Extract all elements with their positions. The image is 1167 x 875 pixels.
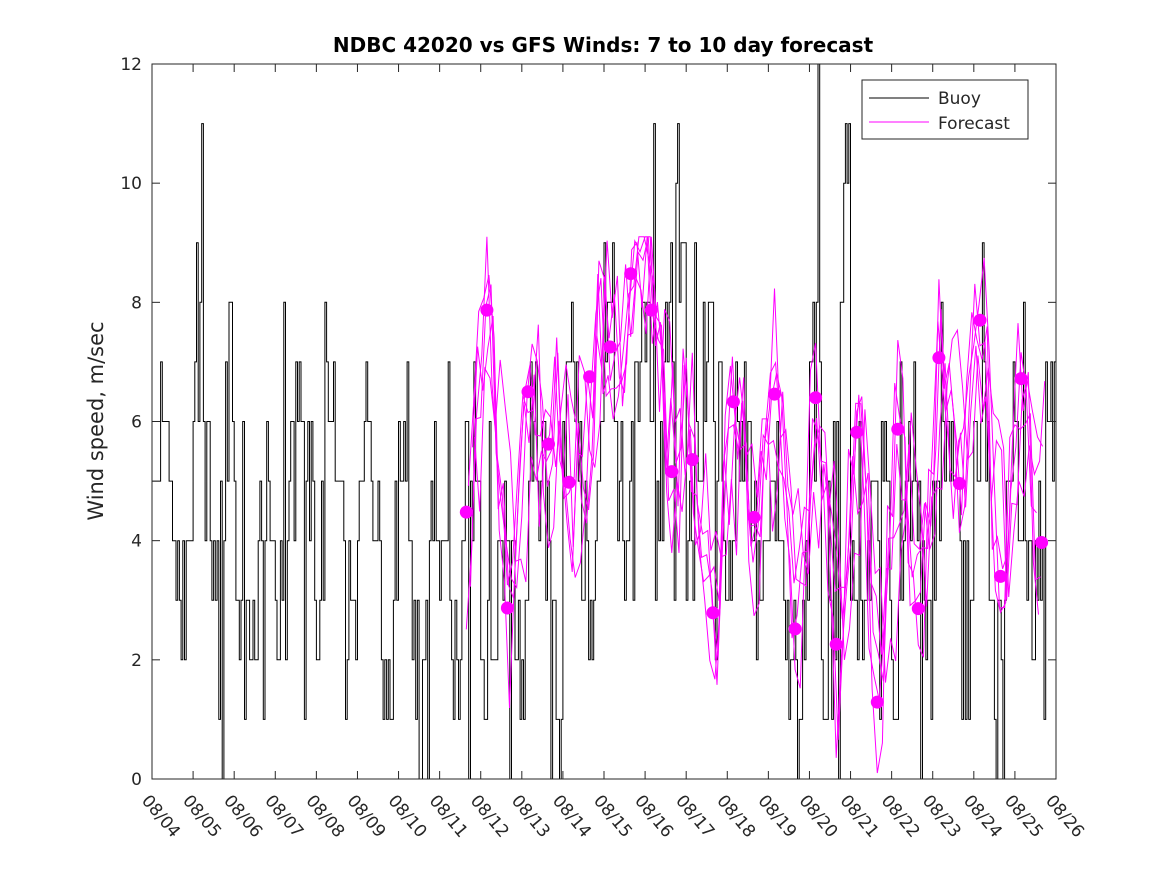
forecast-point <box>685 453 699 467</box>
forecast-point <box>644 303 658 317</box>
forecast-point <box>1035 536 1049 549</box>
forecast-point <box>932 351 946 365</box>
forecast-point <box>952 477 966 490</box>
forecast-point <box>706 606 720 620</box>
legend: Buoy Forecast <box>861 79 1029 140</box>
legend-box <box>861 79 1029 140</box>
forecast-point <box>870 695 884 709</box>
forecast-point <box>459 505 473 519</box>
forecast-point <box>747 510 761 524</box>
y-tick-label: 8 <box>131 293 142 313</box>
forecast-point <box>1014 372 1028 386</box>
forecast-point <box>911 602 925 616</box>
forecast-point <box>624 267 638 281</box>
y-tick-label: 4 <box>131 532 142 552</box>
forecast-point <box>521 385 535 399</box>
forecast-point <box>500 601 514 615</box>
forecast-point <box>850 425 864 439</box>
forecast-point <box>829 637 843 651</box>
forecast-point <box>583 370 597 384</box>
forecast-point <box>562 475 576 489</box>
forecast-ensemble-line <box>474 236 1046 683</box>
forecast-point <box>603 340 617 354</box>
chart-title: NDBC 42020 vs GFS Winds: 7 to 10 day for… <box>333 33 874 57</box>
forecast-ensemble-line <box>472 236 1044 682</box>
legend-forecast-label: Forecast <box>938 114 1010 134</box>
y-tick-labels: 0 2 4 6 8 10 12 <box>120 55 142 790</box>
axis-ticks <box>151 63 1057 780</box>
y-tick-label: 10 <box>120 174 142 194</box>
forecast-point <box>726 395 740 409</box>
y-tick-label: 2 <box>131 651 142 671</box>
y-tick-label: 0 <box>131 770 142 790</box>
forecast-point <box>480 303 494 317</box>
forecast-point <box>809 391 823 405</box>
forecast-point <box>788 622 802 636</box>
forecast-point <box>665 465 679 479</box>
y-axis-label: Wind speed, m/sec <box>84 321 108 520</box>
y-tick-label: 6 <box>131 413 142 433</box>
forecast-point <box>994 569 1007 583</box>
buoy-series-line <box>152 64 1056 779</box>
forecast-point <box>891 422 905 436</box>
forecast-point <box>768 387 781 401</box>
forecast-point <box>973 313 987 327</box>
y-tick-label: 12 <box>120 55 142 75</box>
forecast-point <box>542 437 555 451</box>
legend-buoy-label: Buoy <box>938 89 981 109</box>
